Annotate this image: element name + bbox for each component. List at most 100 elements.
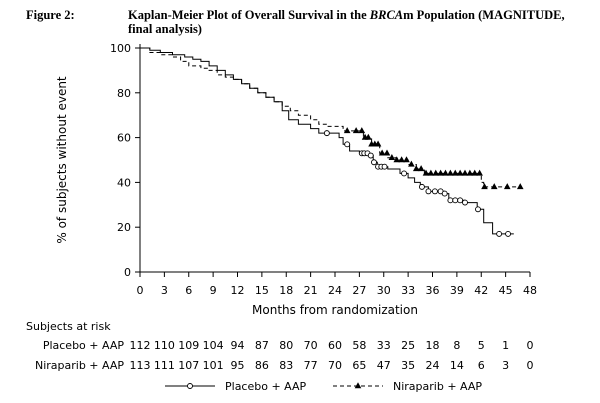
placebo-censor-marker (431, 188, 438, 195)
niraparib-censor-marker (403, 156, 410, 163)
risk-row-label: Niraparib + AAP (35, 359, 124, 372)
placebo-censor-marker (505, 230, 512, 237)
niraparib-censor-marker (447, 169, 454, 176)
x-tick-label: 45 (499, 284, 513, 297)
risk-value: 94 (231, 339, 245, 352)
placebo-censor-marker (441, 190, 448, 197)
niraparib-censor-marker (503, 183, 511, 190)
niraparib-censor-marker (365, 133, 372, 140)
risk-value: 83 (279, 359, 293, 372)
risk-value: 8 (453, 339, 460, 352)
risk-value: 25 (401, 339, 415, 352)
risk-value: 112 (130, 339, 151, 352)
legend-niraparib-label: Niraparib + AAP (393, 380, 482, 393)
niraparib-censor-marker (442, 169, 449, 176)
niraparib-censor-marker (471, 169, 479, 176)
niraparib-censor-marker (437, 169, 444, 176)
y-tick-label: 60 (117, 132, 131, 145)
figure-title: Kaplan-Meier Plot of Overall Survival in… (128, 8, 588, 36)
y-tick-label: 20 (117, 221, 131, 234)
niraparib-censor-marker (374, 140, 382, 147)
chart-legend: Placebo + AAP Niraparib + AAP (165, 380, 482, 393)
risk-value: 18 (426, 339, 440, 352)
x-tick-label: 0 (137, 284, 144, 297)
risk-value: 101 (203, 359, 224, 372)
x-tick-label: 15 (255, 284, 269, 297)
x-tick-label: 33 (401, 284, 415, 297)
niraparib-censor-marker (466, 169, 474, 176)
niraparib-censor-marker (417, 165, 425, 172)
niraparib-censor-marker (476, 169, 483, 176)
risk-value: 104 (203, 339, 224, 352)
niraparib-censor-marker (383, 149, 391, 156)
risk-value: 0 (527, 339, 534, 352)
niraparib-censor-marker (451, 169, 459, 176)
risk-value: 110 (154, 339, 175, 352)
x-tick-label: 30 (377, 284, 391, 297)
placebo-censor-marker (367, 152, 374, 159)
risk-value: 33 (377, 339, 391, 352)
x-tick-label: 12 (231, 284, 245, 297)
x-tick-label: 9 (210, 284, 217, 297)
placebo-censor-marker (462, 199, 468, 206)
placebo-censor-marker (475, 206, 481, 213)
placebo-censor-marker (447, 197, 454, 204)
legend-niraparib-marker (354, 382, 362, 389)
risk-value: 87 (255, 339, 269, 352)
placebo-censor-marker (371, 159, 377, 166)
placebo-censor-marker (418, 183, 425, 190)
risk-table-title: Subjects at risk (26, 320, 111, 333)
placebo-curve (140, 47, 514, 235)
risk-value: 24 (426, 359, 440, 372)
x-axis-label: Months from randomization (252, 303, 418, 317)
risk-value: 35 (401, 359, 415, 372)
legend-placebo-marker (187, 383, 193, 389)
risk-value: 0 (527, 359, 534, 372)
niraparib-censor-marker (456, 169, 464, 176)
placebo-censor-marker (401, 170, 408, 177)
placebo-censor-marker (344, 141, 351, 148)
placebo-censor-marker (381, 163, 388, 170)
risk-value: 6 (478, 359, 485, 372)
survival-curves (140, 47, 524, 237)
risk-value: 70 (328, 359, 342, 372)
x-tick-label: 27 (352, 284, 366, 297)
risk-value: 107 (178, 359, 199, 372)
risk-value: 109 (178, 339, 199, 352)
niraparib-censor-marker (408, 160, 415, 167)
figure-label: Figure 2: (26, 8, 75, 22)
x-tick-label: 48 (523, 284, 537, 297)
niraparib-censor-marker (490, 183, 498, 190)
niraparib-censor-marker (516, 183, 524, 190)
x-tick-label: 42 (474, 284, 488, 297)
niraparib-censor-marker (481, 183, 488, 190)
niraparib-censor-marker (427, 169, 435, 176)
x-tick-label: 6 (185, 284, 192, 297)
risk-value: 86 (255, 359, 269, 372)
figure-title-pre: Kaplan-Meier Plot of Overall Survival in… (128, 8, 370, 22)
risk-value: 47 (377, 359, 391, 372)
niraparib-curve (140, 47, 522, 188)
risk-value: 77 (304, 359, 318, 372)
legend-placebo-label: Placebo + AAP (225, 380, 307, 393)
risk-value: 14 (450, 359, 464, 372)
placebo-censor-marker (496, 230, 503, 237)
placebo-censor-marker (323, 130, 330, 137)
niraparib-censor-marker (352, 127, 360, 134)
y-tick-label: 0 (124, 266, 131, 279)
figure-title-post: m Population (MAGNITUDE, final analysis) (128, 8, 565, 36)
x-tick-label: 39 (450, 284, 464, 297)
risk-value: 111 (154, 359, 175, 372)
risk-value: 1 (502, 339, 509, 352)
niraparib-censor-marker (412, 165, 420, 172)
placebo-censor-marker (425, 188, 432, 195)
niraparib-censor-marker (388, 153, 396, 160)
x-tick-label: 21 (304, 284, 318, 297)
figure-title-italic: BRCA (369, 8, 404, 22)
y-tick-label: 100 (110, 42, 131, 55)
placebo-censor-marker (457, 197, 464, 204)
placebo-censor-marker (452, 197, 459, 204)
y-tick-label: 40 (117, 176, 131, 189)
